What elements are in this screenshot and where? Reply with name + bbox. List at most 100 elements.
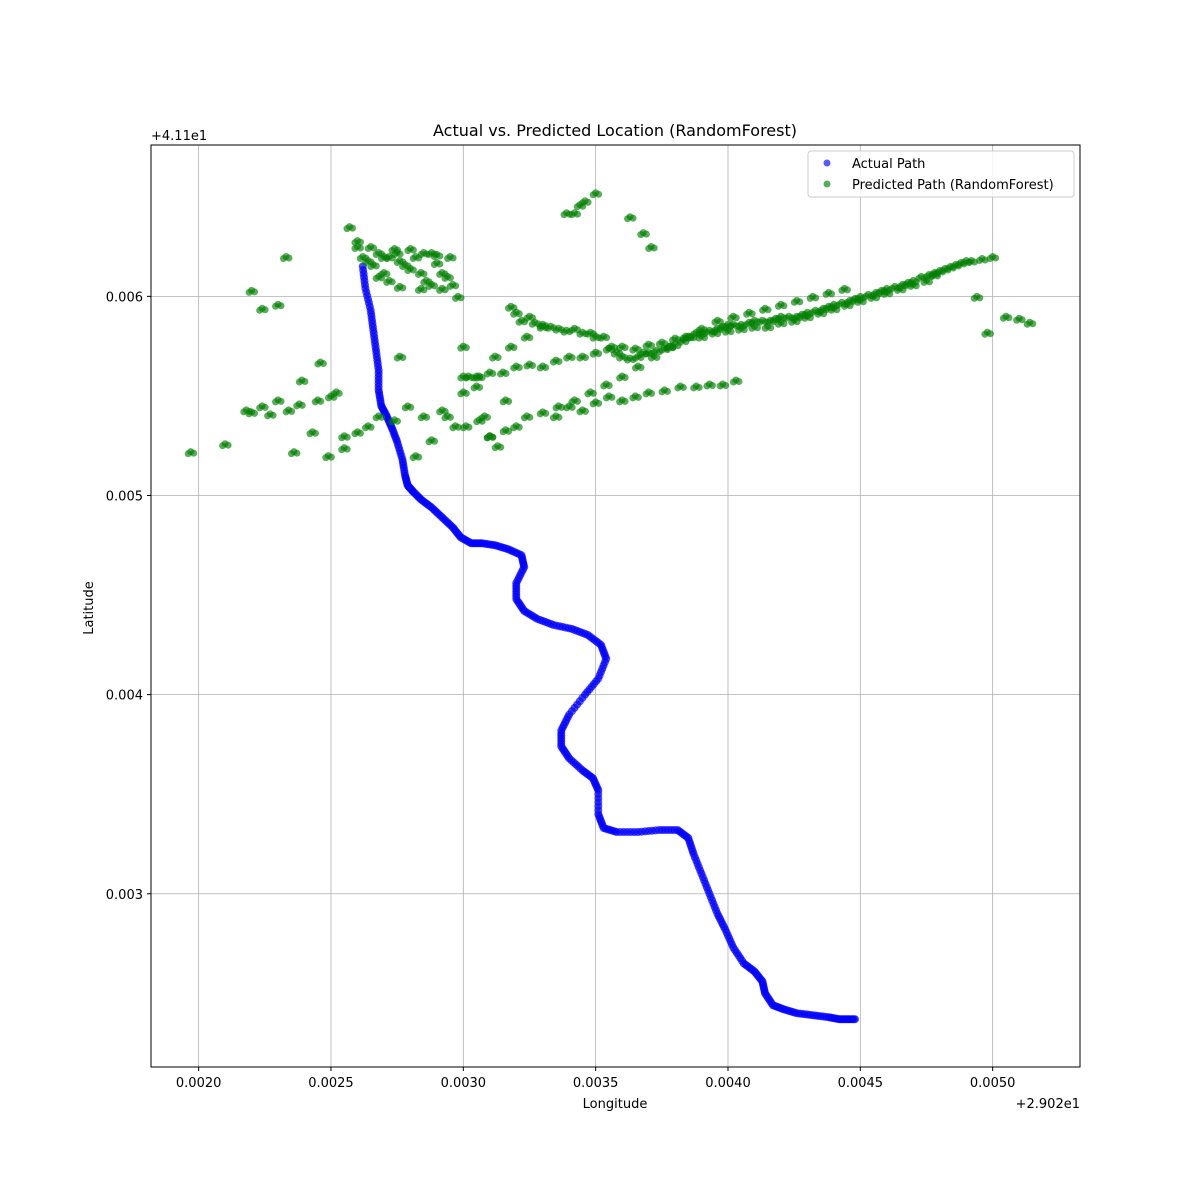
predicted-path-point (716, 318, 724, 326)
predicted-path-point (663, 344, 671, 352)
predicted-path-point (782, 314, 790, 322)
predicted-path-point (415, 453, 423, 461)
predicted-path-point (356, 238, 364, 246)
predicted-path-point (976, 257, 984, 265)
predicted-path-point (393, 417, 401, 425)
predicted-path-point (573, 210, 581, 218)
predicted-path-point (462, 344, 470, 352)
predicted-path-point (256, 404, 264, 412)
legend: Actual Path Predicted Path (RandomForest… (807, 150, 1075, 198)
predicted-path-point (420, 278, 428, 286)
predicted-path-point (955, 262, 963, 270)
predicted-path-point (399, 284, 407, 292)
predicted-path-point (245, 288, 253, 296)
predicted-path-point (430, 260, 438, 268)
predicted-path-point (478, 417, 486, 425)
x-tick-label: 0.0040 (705, 1076, 751, 1091)
predicted-path-point (767, 324, 775, 332)
predicted-path-point (356, 244, 364, 252)
predicted-path-point (351, 239, 359, 247)
predicted-path-point (261, 403, 269, 411)
predicted-path-point (404, 247, 412, 255)
predicted-path-point (552, 404, 560, 412)
predicted-path-point (335, 389, 343, 397)
predicted-path-point (409, 255, 417, 263)
x-axis-label: Longitude (583, 1097, 648, 1112)
predicted-path-point (679, 334, 687, 342)
predicted-path-point (634, 346, 642, 354)
predicted-path-point (589, 334, 597, 342)
predicted-path-point (446, 274, 454, 282)
predicted-path-point (629, 214, 637, 222)
predicted-path-point (631, 364, 639, 372)
predicted-path-point (976, 294, 984, 302)
predicted-path-point (581, 354, 589, 362)
predicted-path-point (867, 294, 875, 302)
predicted-path-point (716, 382, 724, 390)
predicted-path-point (743, 310, 751, 318)
predicted-path-point (414, 270, 422, 278)
predicted-path-point (780, 320, 788, 328)
predicted-path-point (939, 266, 947, 274)
predicted-path-point (595, 350, 603, 358)
predicted-path-point (462, 373, 470, 381)
predicted-path-point (806, 314, 814, 322)
predicted-path-point (436, 408, 444, 416)
predicted-path-point (685, 334, 693, 342)
predicted-path-point (721, 328, 729, 336)
predicted-path-point (616, 398, 624, 406)
predicted-path-point (489, 354, 497, 362)
predicted-path-point (986, 255, 994, 263)
predicted-path-point (1029, 320, 1037, 328)
predicted-path-point (621, 373, 629, 381)
predicted-path-point (862, 292, 870, 300)
legend-predicted-marker (823, 180, 831, 188)
predicted-path-point (944, 266, 952, 274)
predicted-path-point (888, 284, 896, 292)
predicted-path-point (793, 318, 801, 326)
x-axis-ticks: 0.0020 0.0025 0.0030 0.0035 0.0040 0.0045 0.00… (176, 1067, 1015, 1091)
predicted-path-point (277, 397, 285, 405)
predicted-path-point (566, 210, 574, 218)
y-axis-ticks: 0.003 0.004 0.005 0.006 (106, 290, 151, 903)
predicted-path-point (743, 320, 751, 328)
predicted-path-point (894, 286, 902, 294)
predicted-path-point (774, 320, 782, 328)
predicted-path-point (370, 244, 378, 252)
predicted-path-point (423, 413, 431, 421)
predicted-path-point (558, 403, 566, 411)
predicted-path-point (711, 318, 719, 326)
predicted-path-point (409, 454, 417, 462)
x-tick-label: 0.0030 (441, 1076, 487, 1091)
predicted-path-point (899, 286, 907, 294)
predicted-path-point (960, 258, 968, 266)
predicted-path-point (388, 418, 396, 426)
predicted-path-point (602, 394, 610, 402)
predicted-path-point (573, 203, 581, 211)
predicted-path-point (645, 245, 653, 253)
predicted-path-point (272, 302, 280, 310)
predicted-path-point (576, 354, 584, 362)
predicted-path-point (695, 334, 703, 342)
predicted-path-point (796, 298, 804, 306)
predicted-path-point (576, 330, 584, 338)
predicted-path-point (523, 362, 531, 370)
predicted-path-point (602, 346, 610, 354)
predicted-path-point (459, 424, 467, 432)
predicted-path-point (584, 330, 592, 338)
predicted-path-point (441, 274, 449, 282)
predicted-path-point (727, 314, 735, 322)
predicted-path-point (343, 433, 351, 441)
predicted-path-point (555, 358, 563, 366)
predicted-path-point (761, 324, 769, 332)
predicted-path-point (933, 272, 941, 280)
predicted-path-point (388, 278, 396, 286)
legend-box (807, 150, 1075, 198)
predicted-path-point (367, 262, 375, 270)
predicted-path-point (446, 282, 454, 290)
predicted-path-point (835, 300, 843, 308)
predicted-path-point (542, 409, 550, 417)
predicted-path-point (301, 377, 309, 385)
predicted-path-point (814, 310, 822, 318)
predicted-path-point (679, 383, 687, 391)
